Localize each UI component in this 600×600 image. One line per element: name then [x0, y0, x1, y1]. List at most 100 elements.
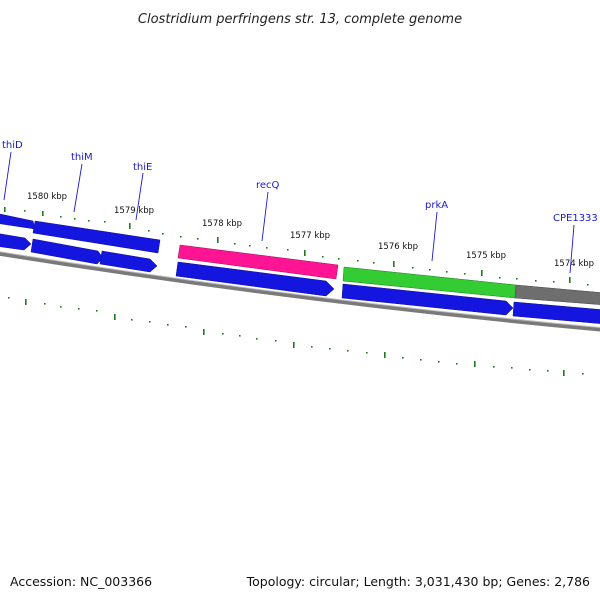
kbp-label: 1577 kbp	[290, 231, 330, 241]
tick-mark	[553, 281, 555, 283]
lower-tick-row	[8, 297, 584, 376]
tick-mark	[446, 271, 448, 273]
tick-mark	[222, 333, 224, 335]
tick-mark	[60, 216, 62, 218]
cds-arrow[interactable]	[30, 238, 104, 265]
kbp-label: 1574 kbp	[554, 259, 594, 269]
tick-mark	[167, 324, 169, 326]
tick-mark	[24, 210, 26, 212]
tick-mark	[311, 346, 313, 348]
tick-mark	[149, 321, 151, 323]
cds-arrow[interactable]	[512, 301, 600, 324]
cds-arrow[interactable]	[99, 250, 158, 273]
tick-mark	[412, 267, 414, 269]
tick-mark	[516, 278, 518, 280]
tick-mark	[429, 269, 431, 271]
tick-mark	[25, 299, 27, 305]
tick-mark	[366, 352, 368, 354]
tick-mark	[8, 297, 10, 299]
tick-mark	[148, 230, 150, 232]
tick-mark	[481, 270, 483, 276]
tick-mark	[203, 329, 205, 335]
tick-mark	[88, 220, 90, 222]
kbp-label: 1575 kbp	[466, 251, 506, 261]
tick-mark	[131, 319, 133, 321]
tick-mark	[96, 310, 98, 312]
tick-mark	[217, 237, 219, 243]
tick-mark	[384, 352, 386, 358]
gene-label-thiE[interactable]: thiE	[133, 162, 152, 173]
tick-mark	[563, 370, 565, 376]
tick-mark	[287, 249, 289, 251]
tick-mark	[78, 308, 80, 310]
tick-mark	[129, 223, 131, 229]
tick-mark	[322, 256, 324, 258]
tick-mark	[275, 340, 277, 342]
leader-line-prkA	[431, 211, 438, 262]
gene-label-thiD[interactable]: thiD	[2, 140, 23, 151]
leader-line-thiM	[73, 163, 83, 213]
gene-feature-recQ[interactable]	[177, 244, 339, 280]
tick-mark	[420, 359, 422, 361]
tick-mark	[104, 221, 106, 223]
gene-label-recQ[interactable]: recQ	[256, 180, 280, 191]
tick-mark	[456, 363, 458, 365]
genome-backbone	[0, 251, 600, 332]
tick-mark	[44, 303, 46, 305]
gene-label-thiM[interactable]: thiM	[71, 152, 93, 163]
tick-mark	[329, 348, 331, 350]
map-title: Clostridium perfringens str. 13, complet…	[138, 12, 462, 27]
gene-label-CPE1333[interactable]: CPE1333	[553, 213, 598, 224]
leader-line-CPE1333	[569, 224, 575, 274]
tick-mark	[373, 262, 375, 264]
tick-mark	[499, 277, 501, 279]
tick-mark	[185, 326, 187, 328]
leader-line-thiD	[3, 151, 12, 201]
tick-mark	[42, 211, 44, 216]
kbp-label: 1580 kbp	[27, 192, 67, 202]
cds-arrow[interactable]	[341, 283, 514, 316]
tick-mark	[402, 357, 404, 359]
tick-mark	[493, 366, 495, 368]
tick-mark	[587, 284, 589, 286]
tick-mark	[162, 233, 164, 235]
kbp-label: 1579 kbp	[114, 206, 154, 216]
kbp-label: 1576 kbp	[378, 242, 418, 252]
tick-mark	[474, 361, 476, 367]
tick-mark	[4, 207, 6, 212]
tick-mark	[464, 273, 466, 275]
tick-mark	[249, 245, 251, 247]
tick-mark	[547, 370, 549, 372]
tick-mark	[535, 280, 537, 282]
kbp-label: 1578 kbp	[202, 219, 242, 229]
gene-feature-thiM[interactable]	[32, 220, 161, 254]
tick-mark	[74, 218, 76, 220]
tick-mark	[304, 250, 306, 256]
tick-mark	[256, 338, 258, 340]
tick-mark	[234, 243, 236, 245]
cds-arrow[interactable]	[175, 261, 335, 297]
tick-mark	[60, 306, 62, 308]
gene-feature-CPE1333[interactable]	[514, 284, 600, 305]
tick-mark	[180, 236, 182, 238]
tick-mark	[338, 258, 340, 260]
tick-mark	[347, 350, 349, 352]
tick-mark	[393, 261, 395, 267]
tick-mark	[197, 238, 199, 240]
accession-text: Accession: NC_003366	[10, 574, 152, 589]
gene-feature-thiD[interactable]	[0, 213, 36, 230]
tick-mark	[266, 247, 268, 249]
tick-mark	[511, 367, 513, 369]
tick-mark	[438, 361, 440, 363]
tick-mark	[569, 277, 571, 283]
gene-label-prkA[interactable]: prkA	[425, 200, 448, 211]
tick-mark	[357, 260, 359, 262]
tick-mark	[114, 314, 116, 320]
tick-mark	[529, 369, 531, 371]
genome-backbone-highlight	[0, 251, 600, 329]
cds-arrow[interactable]	[0, 233, 32, 251]
tick-mark	[582, 373, 584, 375]
genome-summary-text: Topology: circular; Length: 3,031,430 bp…	[246, 574, 590, 589]
gene-leader-lines	[3, 151, 575, 274]
